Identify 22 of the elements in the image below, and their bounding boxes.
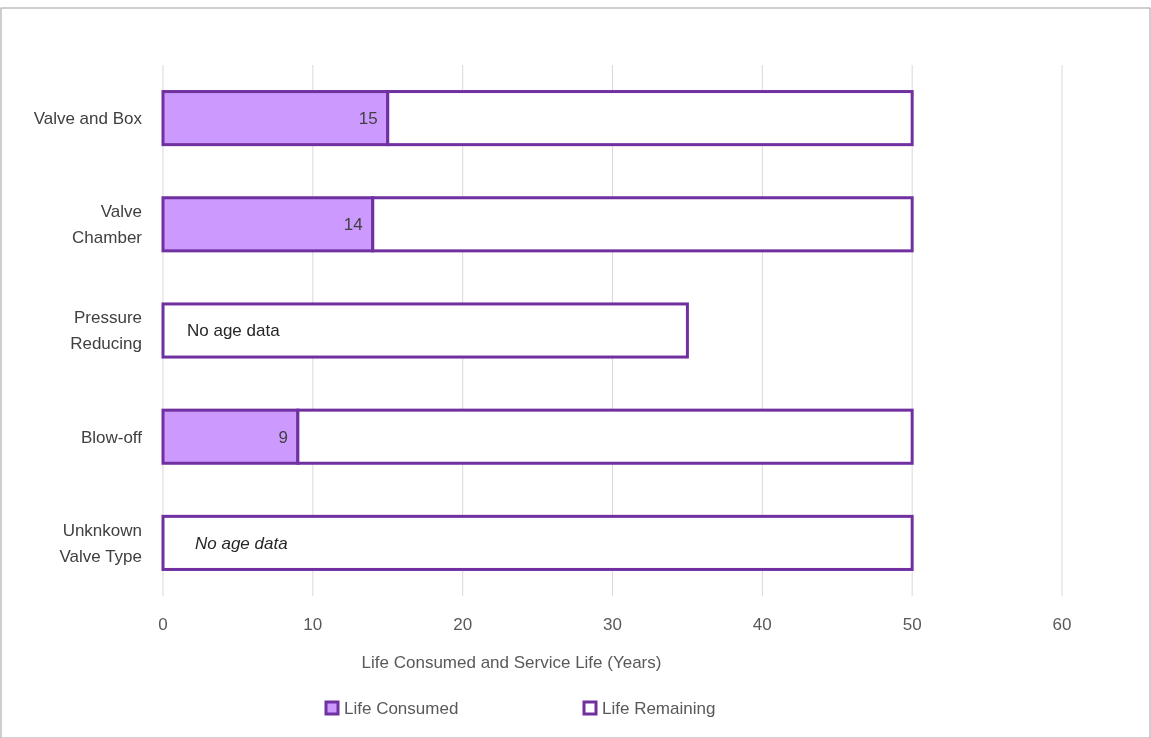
x-tick-label: 30 — [603, 615, 622, 634]
legend-label: Life Consumed — [344, 698, 459, 718]
bar — [161, 514, 914, 571]
x-tick-label: 10 — [303, 615, 323, 634]
annotation: No age data — [195, 533, 288, 553]
legend-label: Life Remaining — [602, 698, 716, 718]
bar — [161, 302, 689, 359]
y-tick-label: Pressure Reducing — [70, 308, 142, 354]
data-label: 15 — [358, 109, 378, 129]
x-axis-title: Life Consumed and Service Life (Years) — [361, 653, 662, 672]
y-tick-label: Unknkown Valve Type — [59, 520, 142, 566]
data-label: 14 — [343, 215, 363, 235]
x-tick-label: 40 — [752, 615, 772, 634]
y-tick-label: Valve Chamber — [72, 202, 143, 248]
y-tick-label: Valve and Box — [33, 109, 143, 129]
data-label: 9 — [278, 427, 288, 447]
x-tick-label: 0 — [158, 615, 168, 634]
annotation: No age data — [187, 321, 281, 341]
x-tick-label: 20 — [453, 615, 473, 634]
y-tick-label: Blow-off — [80, 427, 143, 447]
x-tick-label: 60 — [1052, 615, 1072, 634]
x-tick-label: 50 — [902, 615, 922, 634]
